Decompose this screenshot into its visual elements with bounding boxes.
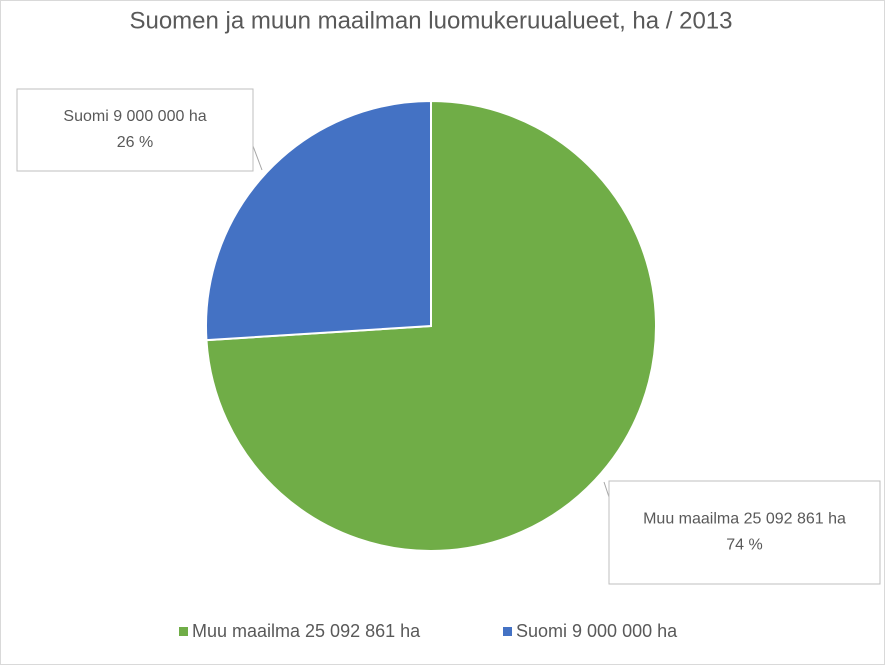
legend-swatch <box>503 627 512 636</box>
label-box <box>16 88 254 172</box>
leader-line <box>252 145 263 171</box>
leader-line <box>603 481 610 498</box>
legend: Muu maailma 25 092 861 ha Suomi 9 000 000… <box>179 621 678 641</box>
legend-swatch <box>179 627 188 636</box>
data-label-name: Muu maailma 25 092 861 ha <box>643 511 846 528</box>
data-label-value: 26 % <box>117 134 153 151</box>
pie-slice <box>205 99 432 342</box>
pie <box>205 99 657 552</box>
chart-title: Suomen ja muun maailman luomukeruualueet… <box>129 7 732 34</box>
legend-label: Suomi 9 000 000 ha <box>516 621 678 641</box>
label-box <box>608 480 881 585</box>
data-label-value: 74 % <box>726 537 762 554</box>
legend-label: Muu maailma 25 092 861 ha <box>192 621 421 641</box>
data-labels: Muu maailma 25 092 861 ha 74 % Suomi 9 000… <box>16 88 881 585</box>
data-label-name: Suomi 9 000 000 ha <box>63 108 206 125</box>
